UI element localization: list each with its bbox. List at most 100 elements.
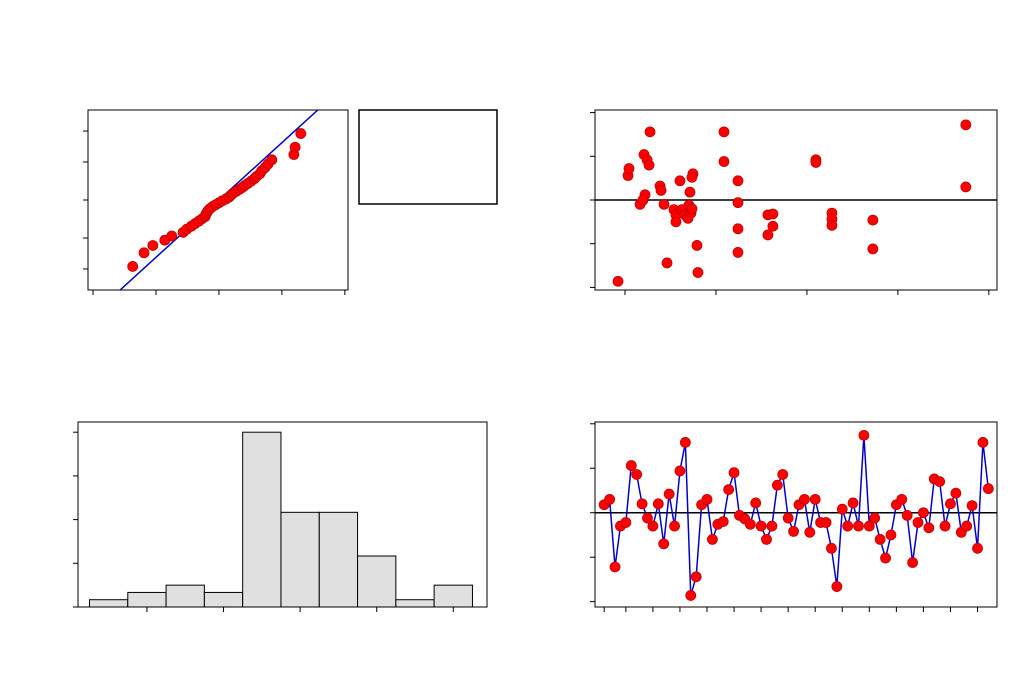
data-point (644, 126, 656, 138)
data-point (798, 493, 810, 505)
data-point (767, 220, 779, 232)
data-point (652, 498, 664, 510)
data-point (732, 197, 744, 209)
data-point (777, 469, 789, 480)
data-point (612, 275, 624, 287)
data-point (637, 194, 649, 206)
data-point (609, 561, 621, 573)
data-point (147, 240, 159, 251)
data-point (847, 497, 859, 509)
data-point (684, 186, 696, 198)
data-point (620, 517, 632, 528)
data-point (625, 460, 637, 471)
data-point (767, 208, 779, 220)
data-point (901, 509, 913, 521)
data-point (138, 247, 150, 259)
data-point (826, 542, 837, 554)
data-point (669, 520, 680, 532)
data-point (717, 516, 729, 528)
data-point (686, 171, 698, 183)
data-point (631, 469, 643, 480)
data-point (679, 437, 691, 448)
data-point (945, 498, 956, 510)
data-point (771, 479, 783, 491)
histogram-bar (88, 599, 129, 608)
data-point (685, 590, 697, 601)
data-point (728, 467, 740, 479)
data-point (655, 184, 667, 196)
data-point (723, 484, 735, 495)
histogram-bar (203, 591, 244, 608)
data-point (690, 571, 702, 583)
data-point (732, 223, 744, 235)
legend-box (358, 109, 498, 205)
data-point (623, 163, 635, 174)
data-point (918, 507, 929, 519)
data-point (718, 156, 730, 167)
histogram-bar (127, 591, 167, 608)
data-point (266, 154, 278, 166)
data-point (831, 581, 843, 592)
data-point (661, 257, 673, 269)
data-point (670, 216, 682, 228)
data-point (836, 503, 848, 515)
data-point (788, 525, 799, 537)
data-point (755, 520, 767, 532)
data-point (762, 229, 774, 241)
data-point (826, 219, 838, 231)
data-point (869, 512, 881, 524)
data-point (643, 159, 655, 171)
data-point (127, 261, 139, 272)
data-point (960, 181, 972, 193)
data-point (820, 517, 832, 528)
data-point (923, 522, 935, 534)
data-point (874, 534, 886, 545)
histogram-bar (242, 431, 282, 608)
data-point (744, 518, 756, 530)
data-point (642, 512, 653, 524)
data-point (718, 126, 730, 138)
data-point (289, 141, 301, 153)
data-point (647, 520, 659, 532)
data-point (939, 520, 951, 532)
data-point (604, 493, 616, 505)
histogram-bar (280, 511, 320, 608)
histogram-bar (357, 555, 397, 608)
data-point (295, 128, 307, 139)
data-point (750, 497, 762, 509)
data-point (674, 465, 686, 477)
data-point (858, 429, 870, 441)
data-point (966, 500, 978, 512)
data-point (761, 534, 772, 545)
data-point (804, 526, 816, 538)
data-point (934, 476, 946, 487)
data-point (674, 175, 686, 187)
data-point (692, 267, 704, 278)
data-point (766, 520, 778, 532)
data-point (885, 529, 897, 541)
data-point (166, 230, 178, 242)
data-point (707, 534, 718, 545)
histogram-bar (318, 511, 359, 608)
data-point (809, 493, 821, 505)
data-point (977, 437, 989, 448)
data-point (691, 240, 703, 251)
histogram-bar (165, 584, 205, 608)
data-point (972, 542, 983, 554)
data-point (867, 243, 879, 255)
data-point (863, 520, 875, 532)
data-point (658, 198, 670, 210)
data-point (732, 247, 744, 258)
data-point (686, 203, 698, 215)
data-point (950, 487, 962, 499)
data-point (961, 520, 973, 532)
data-point (880, 552, 891, 564)
histogram-bar (433, 584, 473, 608)
data-point (636, 498, 648, 510)
data-point (732, 175, 744, 187)
histogram-bar (395, 599, 435, 608)
data-point (842, 520, 854, 532)
data-point (782, 512, 794, 524)
data-point (912, 517, 924, 528)
